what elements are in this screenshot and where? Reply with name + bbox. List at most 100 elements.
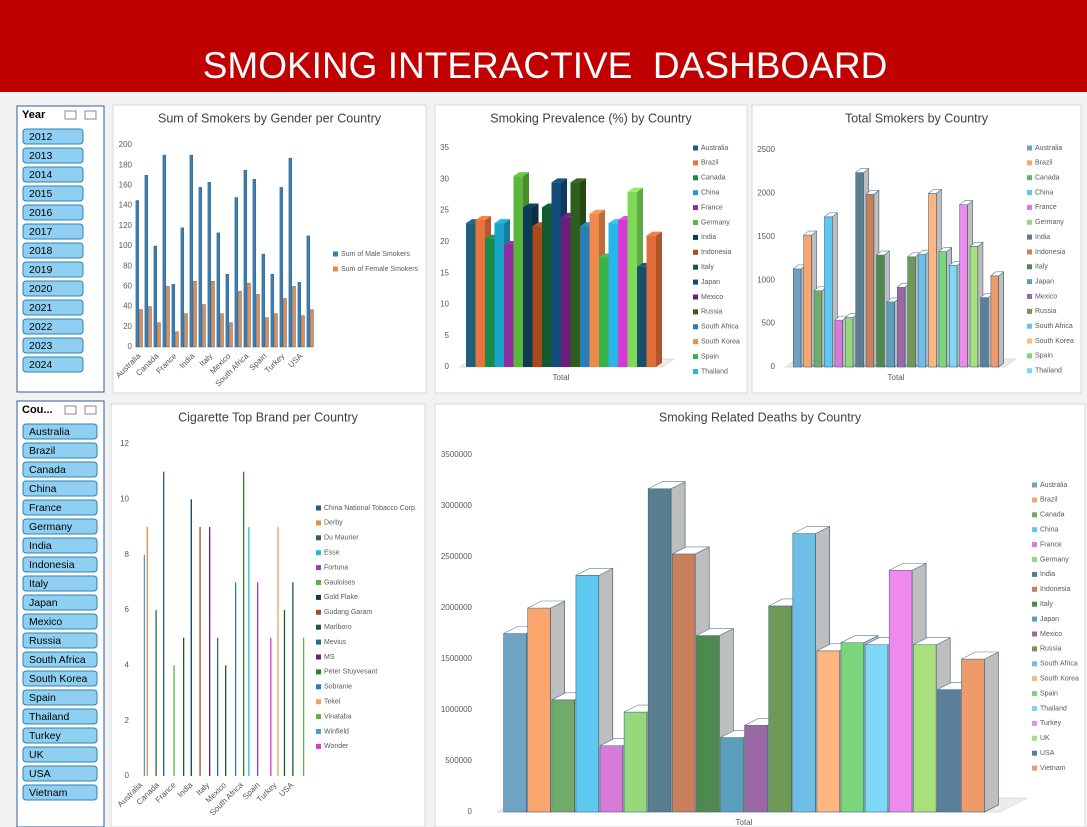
legend-label: Marlboro (324, 624, 352, 631)
slicer-item[interactable] (22, 765, 98, 782)
slicer-item[interactable] (22, 128, 84, 145)
slicer-item-label: Spain (29, 692, 56, 704)
slicer-item[interactable] (22, 280, 84, 297)
y-tick-label: 12 (120, 439, 129, 448)
slicer-icon[interactable] (64, 405, 77, 415)
slicer-item[interactable] (22, 556, 98, 573)
bar (834, 319, 844, 368)
slicer-item[interactable] (22, 299, 84, 316)
y-tick-label: 180 (119, 160, 133, 169)
slicer-item[interactable] (22, 651, 98, 668)
legend-label: Germany (701, 219, 730, 226)
slicer-item[interactable] (22, 461, 98, 478)
slicer-item[interactable] (22, 727, 98, 744)
legend-label: India (701, 234, 716, 241)
clear-filter[interactable] (84, 110, 97, 120)
bar (551, 182, 561, 367)
slicer-item-label: India (29, 540, 52, 552)
slicer-item[interactable] (22, 442, 98, 459)
legend-swatch (693, 234, 698, 240)
y-tick-label: 0 (128, 342, 133, 351)
bar (173, 665, 175, 776)
slicer-item[interactable] (22, 318, 84, 335)
slicer-item-label: 2015 (29, 188, 53, 200)
slicer-item[interactable] (22, 594, 98, 611)
slicer-item[interactable] (22, 204, 84, 221)
y-tick-label: 10 (440, 300, 449, 309)
bar-top (840, 635, 879, 643)
chart-panel (110, 403, 426, 827)
slicer-item[interactable] (22, 423, 98, 440)
y-tick-label: 0 (125, 771, 130, 780)
slicer-icon[interactable] (64, 110, 77, 120)
slicer-item[interactable] (22, 223, 84, 240)
bar (306, 235, 311, 348)
bar-top (646, 231, 662, 236)
slicer-item[interactable] (22, 518, 98, 535)
legend-swatch (316, 654, 321, 660)
bar (166, 286, 170, 348)
slicer-item[interactable] (22, 261, 84, 278)
slicer-item-label: 2017 (29, 226, 53, 238)
slicer-item[interactable] (22, 537, 98, 554)
clear-filter[interactable] (84, 405, 97, 415)
bar (211, 281, 215, 348)
y-tick-label: 10 (120, 494, 129, 503)
legend-label: Thailand (1040, 705, 1067, 712)
x-tick-label: Total (888, 373, 905, 382)
slicer-item[interactable] (22, 689, 98, 706)
legend-swatch (333, 251, 338, 257)
y-tick-label: 160 (119, 181, 133, 190)
legend-swatch (1032, 691, 1037, 697)
slicer-item[interactable] (22, 499, 98, 516)
legend-label: Italy (701, 264, 714, 271)
slicer-item-label: France (29, 502, 62, 514)
legend-label: Gold Flake (324, 594, 358, 601)
legend-label: Indonesia (701, 249, 731, 256)
bar (162, 154, 167, 348)
legend-swatch (693, 190, 698, 196)
slicer-item[interactable] (22, 575, 98, 592)
y-tick-label: 35 (440, 143, 449, 152)
bar (243, 170, 248, 348)
y-tick-label: 6 (125, 605, 130, 614)
bar (310, 309, 314, 348)
slicer-item[interactable] (22, 632, 98, 649)
bar (494, 223, 504, 367)
slicer-item[interactable] (22, 480, 98, 497)
slicer-item[interactable] (22, 784, 98, 801)
bar (302, 637, 305, 776)
slicer-item[interactable] (22, 242, 84, 259)
legend-label: Germany (1035, 219, 1064, 226)
slicer-item[interactable] (22, 147, 84, 164)
slicer-item[interactable] (22, 185, 84, 202)
bar (803, 234, 812, 368)
legend-swatch (1032, 750, 1037, 756)
legend-label: Germany (1040, 556, 1069, 563)
legend-swatch (1032, 735, 1037, 741)
bar (961, 658, 985, 813)
bar (913, 644, 937, 813)
slicer-item[interactable] (22, 166, 84, 183)
bar (199, 527, 201, 776)
slicer-item[interactable] (22, 337, 84, 354)
y-tick-label: 40 (123, 302, 132, 311)
y-tick-label: 500000 (445, 756, 472, 765)
bar-top (913, 637, 951, 646)
slicer-item[interactable] (22, 356, 84, 373)
slicer-item[interactable] (22, 613, 98, 630)
slicer-item[interactable] (22, 670, 98, 687)
bar (959, 204, 968, 368)
bar (183, 637, 185, 776)
legend-swatch (333, 266, 338, 272)
slicer-item[interactable] (22, 746, 98, 763)
legend-swatch (1027, 323, 1032, 329)
slicer-item[interactable] (22, 708, 98, 725)
chart-title: Smoking Prevalence (%) by Country (490, 111, 692, 125)
bar (816, 650, 841, 813)
x-tick-label: Total (553, 373, 570, 382)
legend-swatch (693, 369, 698, 374)
bar (283, 610, 286, 776)
bar (292, 582, 294, 776)
legend-swatch (1027, 264, 1032, 270)
